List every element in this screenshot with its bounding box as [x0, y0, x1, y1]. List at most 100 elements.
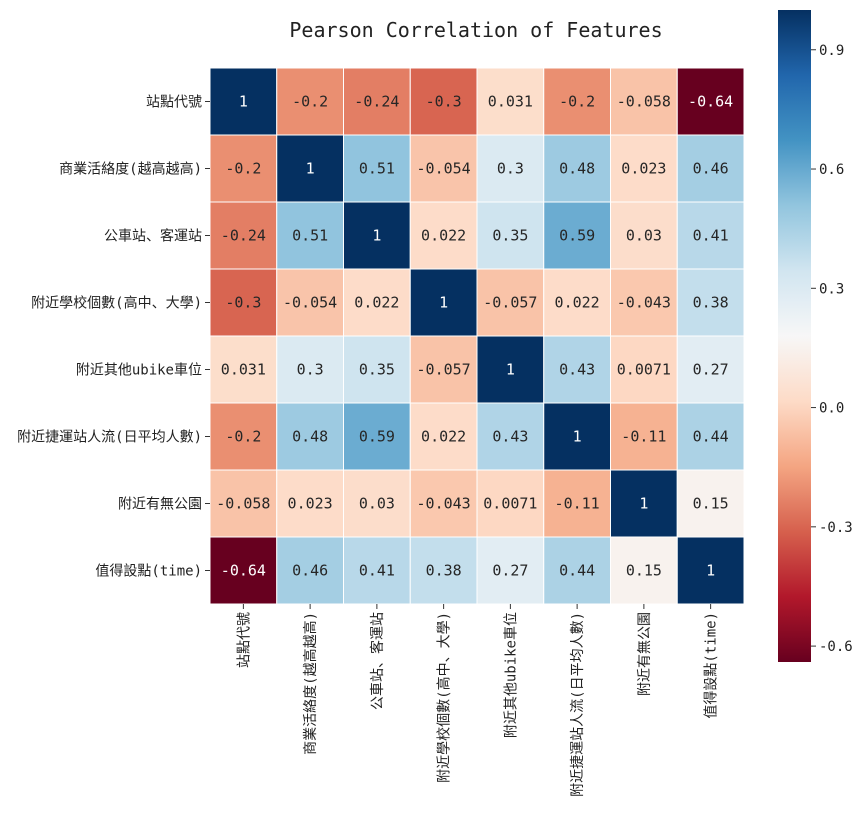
heatmap-cell [543, 469, 611, 538]
cell-value-label: -0.2 [225, 160, 261, 178]
colorbar: 0.9 0.6 0.3 0.0 -0.3 -0.6 [778, 10, 853, 662]
x-tick-label: 商業活絡度(越高越高) [302, 612, 319, 755]
cell-value-label: -0.058 [617, 93, 671, 111]
cell-value-label: 0.022 [421, 428, 466, 446]
heatmap-cell [610, 335, 678, 404]
colorbar-tick-label: 0.6 [819, 162, 844, 178]
heatmap-cell [409, 67, 478, 136]
colorbar-tick-label: 0.9 [819, 43, 844, 59]
cell-value-label: 0.031 [221, 361, 266, 379]
heatmap-cell [276, 469, 344, 538]
cell-value-label: -0.057 [417, 361, 471, 379]
heatmap-cell [476, 402, 545, 471]
cell-value-label: 0.03 [359, 495, 395, 513]
heatmap-cell [476, 201, 545, 270]
cell-value-label: -0.058 [216, 495, 270, 513]
cell-value-label: -0.043 [617, 294, 671, 312]
heatmap-cell [343, 402, 411, 471]
heatmap-cell [543, 335, 611, 404]
heatmap-cell [676, 469, 745, 538]
cell-value-label: 0.27 [693, 361, 729, 379]
heatmap-cell [409, 134, 478, 203]
cell-value-label: 0.023 [288, 495, 333, 513]
cell-value-label: -0.24 [354, 93, 399, 111]
cell-value-label: 0.41 [693, 227, 729, 245]
cell-value-label: 0.0071 [483, 495, 537, 513]
cell-value-label: 0.022 [421, 227, 466, 245]
cell-value-label: -0.057 [483, 294, 537, 312]
cell-value-label: 0.27 [492, 562, 528, 580]
x-tick-label: 附近有無公園 [637, 612, 653, 696]
heatmap-cell [476, 335, 545, 404]
cell-value-label: 0.59 [559, 227, 595, 245]
y-tick-label: 商業活絡度(越高越高) [59, 161, 202, 178]
cell-value-label: 1 [439, 294, 448, 312]
cell-value-label: 0.46 [693, 160, 729, 178]
heatmap-cell [409, 201, 478, 270]
y-tick-label: 附近有無公園 [118, 497, 202, 513]
cell-value-label: -0.2 [292, 93, 328, 111]
cell-value-label: -0.2 [225, 428, 261, 446]
cell-value-label: 0.59 [359, 428, 395, 446]
colorbar-gradient [778, 10, 811, 662]
colorbar-tick-label: 0.3 [819, 281, 844, 297]
cell-value-label: 0.022 [354, 294, 399, 312]
heatmap-cell [610, 402, 678, 471]
heatmap-cell [276, 67, 344, 136]
x-tick-label: 附近學校個數(高中、大學) [436, 612, 453, 783]
heatmap-cell [209, 469, 278, 538]
cell-value-label: -0.2 [559, 93, 595, 111]
heatmap-cell [543, 402, 611, 471]
heatmap-cell [476, 536, 545, 605]
x-tick-label: 站點代號 [236, 612, 252, 668]
cell-value-label: 0.38 [426, 562, 462, 580]
cell-value-label: -0.054 [417, 160, 471, 178]
cell-value-label: -0.64 [688, 93, 733, 111]
cell-value-label: 1 [239, 93, 248, 111]
heatmap-cell [676, 201, 745, 270]
colorbar-tick-label: -0.6 [819, 639, 853, 655]
cell-value-label: 1 [306, 160, 315, 178]
y-tick-label: 值得設點(time) [95, 563, 202, 580]
x-tick-label: 附近捷運站人流(日平均人數) [570, 612, 586, 797]
heatmap-cell [276, 201, 344, 270]
cell-value-label: 1 [706, 562, 715, 580]
x-tick-label: 公車站、客運站 [369, 612, 386, 710]
heatmap-cell [610, 268, 678, 337]
x-tick-label: 附近其他ubike車位 [502, 612, 519, 738]
colorbar-tick-label: -0.3 [819, 520, 853, 536]
cell-value-label: 0.023 [621, 160, 666, 178]
cell-value-label: 0.43 [559, 361, 595, 379]
cell-value-label: 0.51 [292, 227, 328, 245]
cell-value-label: 0.022 [555, 294, 600, 312]
heatmap-cell [676, 335, 745, 404]
cell-value-label: 0.44 [693, 428, 729, 446]
cell-value-label: -0.64 [221, 562, 266, 580]
cell-value-label: 0.031 [488, 93, 533, 111]
cell-value-label: 0.43 [492, 428, 528, 446]
cell-value-label: -0.24 [221, 227, 266, 245]
y-tick-label: 附近學校個數(高中、大學) [31, 295, 202, 312]
colorbar-tick-label: 0.0 [819, 401, 844, 417]
cell-value-label: -0.11 [555, 495, 600, 513]
cell-value-label: 0.3 [297, 361, 324, 379]
heatmap-cell [343, 201, 411, 270]
cell-value-label: -0.043 [417, 495, 471, 513]
heatmap-cell [343, 469, 411, 538]
chart-title: Pearson Correlation of Features [289, 18, 662, 42]
cell-value-label: 0.51 [359, 160, 395, 178]
heatmap-cell [676, 536, 745, 605]
heatmap-cell [676, 134, 745, 203]
y-tick-label: 附近捷運站人流(日平均人數) [17, 430, 202, 446]
cell-value-label: 0.3 [497, 160, 524, 178]
heatmap-cell [476, 268, 545, 337]
heatmap-cell [209, 67, 278, 136]
cell-value-label: -0.11 [621, 428, 666, 446]
heatmap-cell [543, 67, 611, 136]
heatmap-cell [409, 268, 478, 337]
x-tick-label: 值得設點(time) [703, 612, 720, 719]
y-tick-label: 站點代號 [146, 95, 202, 111]
cell-value-label: 0.15 [693, 495, 729, 513]
cell-value-label: 0.0071 [617, 361, 671, 379]
